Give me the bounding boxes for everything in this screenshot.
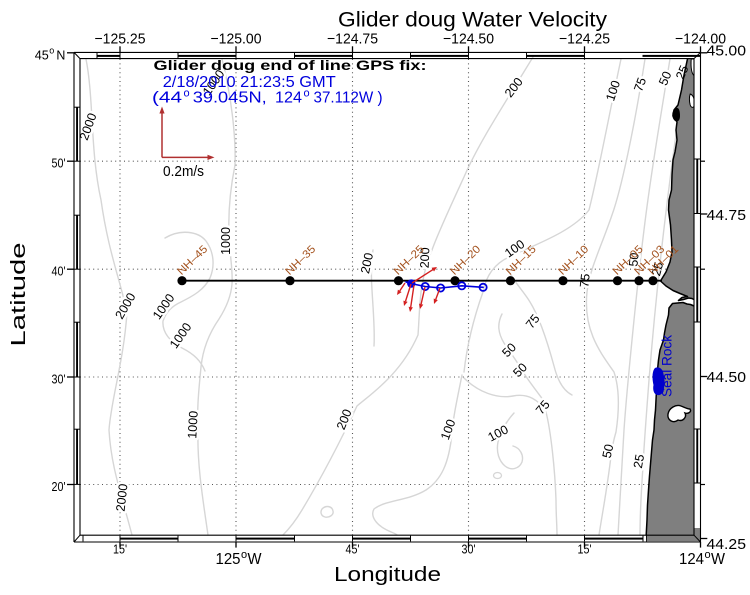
svg-text:50: 50 [626,252,641,267]
svg-text:1000: 1000 [219,227,233,255]
svg-text:50': 50' [52,157,66,171]
svg-text:Latitude: Latitude [8,243,30,347]
svg-text:−124.00: −124.00 [675,30,726,47]
svg-text:200: 200 [418,247,433,268]
svg-text:40': 40' [52,265,66,279]
svg-text:25: 25 [649,260,666,277]
svg-text:2/18/2010 21:23:5 GMT: 2/18/2010 21:23:5 GMT [163,74,336,91]
svg-text:o: o [184,88,190,100]
svg-text:45: 45 [35,48,49,62]
svg-text:37.112W ): 37.112W ) [314,90,383,107]
svg-text:Seal Rock: Seal Rock [660,335,675,397]
svg-text:125: 125 [216,551,241,568]
svg-text:30': 30' [462,543,476,557]
svg-text:W: W [248,551,263,568]
svg-text:Glider doug Water Velocity: Glider doug Water Velocity [338,9,608,32]
svg-text:44.25: 44.25 [707,536,747,553]
svg-text:N: N [56,48,65,62]
svg-text:30': 30' [52,372,66,386]
svg-text:(44: (44 [152,90,182,107]
svg-text:−125.25: −125.25 [95,30,146,47]
svg-text:o: o [304,88,310,100]
svg-text:25: 25 [673,63,691,81]
svg-text:2000: 2000 [114,483,131,512]
svg-text:45.00: 45.00 [707,43,747,60]
svg-text:−124.75: −124.75 [327,30,378,47]
svg-text:44.50: 44.50 [707,369,747,386]
svg-text:o: o [705,549,711,561]
svg-text:−124.50: −124.50 [443,30,494,47]
svg-text:0.2m/s: 0.2m/s [163,163,204,180]
svg-text:45': 45' [346,543,360,557]
svg-text:39.045N,: 39.045N, [193,90,267,107]
svg-text:Glider doug end of line GPS fi: Glider doug end of line GPS fix: [154,57,427,73]
svg-text:25: 25 [631,453,647,469]
svg-text:15': 15' [113,543,127,557]
svg-text:50: 50 [600,443,617,460]
svg-text:−125.00: −125.00 [211,30,262,47]
svg-text:o: o [241,549,247,561]
svg-text:o: o [49,46,54,56]
svg-text:W: W [711,551,726,568]
svg-text:−124.25: −124.25 [559,30,610,47]
svg-text:124: 124 [679,551,704,568]
svg-text:1000: 1000 [185,410,200,439]
svg-text:Longitude: Longitude [334,564,441,586]
svg-text:15': 15' [578,543,592,557]
svg-text:20': 20' [52,480,66,494]
svg-text:44.75: 44.75 [707,207,747,224]
svg-text:124: 124 [275,90,302,107]
